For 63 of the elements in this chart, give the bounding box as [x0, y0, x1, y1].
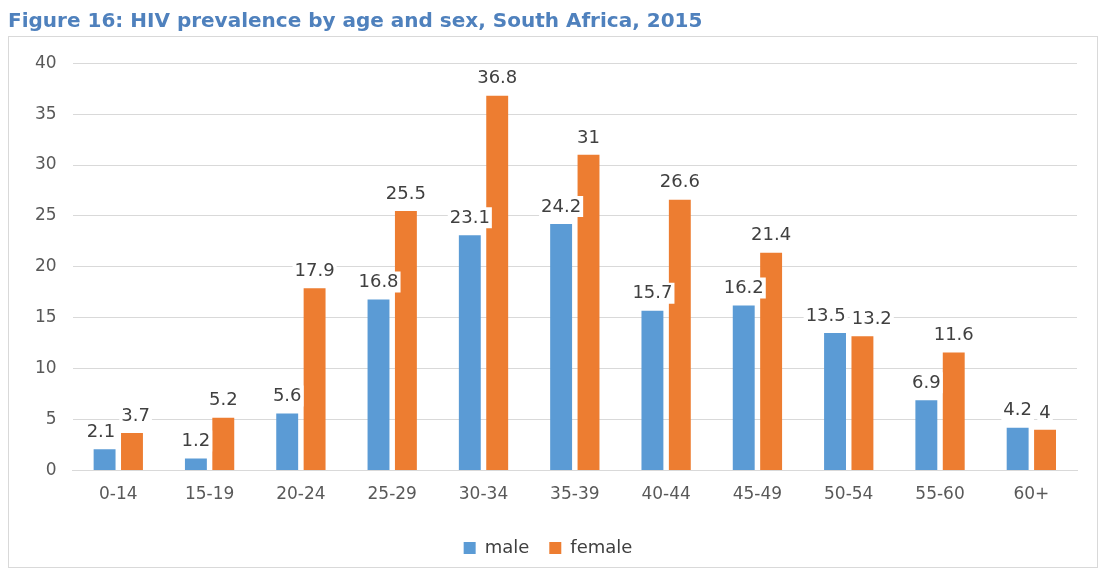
y-tick-label: 0: [45, 459, 57, 480]
y-tick-label: 35: [34, 102, 57, 123]
data-label: 17.9: [294, 258, 335, 280]
y-tick-label: 15: [34, 306, 57, 327]
x-tick-label: 45-49: [732, 483, 783, 504]
x-tick-label: 35-39: [550, 483, 600, 504]
bar: [732, 305, 755, 471]
data-label: 3.7: [121, 403, 150, 425]
bar: [303, 288, 326, 471]
x-tick-label: 20-24: [276, 483, 326, 504]
data-label: 4: [1039, 400, 1051, 422]
x-tick-label: 40-44: [641, 483, 691, 504]
data-label: 5.6: [272, 384, 302, 406]
data-label: 11.6: [933, 323, 974, 345]
data-label: 13.5: [805, 303, 846, 325]
bar: [184, 458, 207, 471]
bar: [121, 432, 143, 471]
data-label: 21.4: [751, 223, 792, 245]
bar: [212, 417, 235, 471]
data-label: 15.7: [632, 281, 673, 303]
bar: [915, 400, 938, 471]
bar: [942, 352, 965, 471]
x-tick-label: 60+: [1013, 483, 1050, 504]
y-tick-label: 20: [34, 255, 57, 276]
data-label: 13.2: [851, 306, 892, 328]
y-tick-label: 10: [34, 357, 57, 378]
y-tick-label: 30: [34, 153, 57, 174]
data-label: 16.8: [358, 270, 399, 292]
data-label: 1.2: [181, 429, 211, 451]
x-tick-label: 55-60: [915, 483, 965, 504]
bar: [641, 310, 664, 471]
data-label: 36.8: [477, 66, 518, 88]
data-label: 31: [577, 125, 600, 147]
x-tick-label: 0-14: [98, 483, 138, 504]
bar: [851, 336, 874, 471]
bar: [1034, 429, 1056, 471]
legend-label: female: [570, 535, 633, 557]
data-label: 26.6: [659, 170, 700, 192]
bar: [550, 224, 573, 471]
x-tick-label: 30-34: [458, 483, 509, 504]
data-label: 2.1: [86, 419, 116, 441]
x-tick-label: 25-29: [367, 483, 417, 504]
x-tick-label: 15-19: [184, 483, 235, 504]
data-label: 25.5: [385, 181, 426, 203]
y-tick-label: 5: [45, 408, 57, 429]
bar: [824, 333, 846, 471]
legend-label: male: [484, 535, 530, 557]
bar: [458, 235, 481, 471]
y-tick-label: 40: [34, 51, 57, 72]
data-label: 5.2: [208, 388, 238, 410]
chart-title: Figure 16: HIV prevalence by age and sex, South Africa, 2015: [8, 8, 704, 32]
y-tick-label: 25: [34, 204, 57, 225]
bar: [367, 299, 390, 471]
bar: [1006, 427, 1029, 471]
bar: [93, 449, 116, 471]
data-label: 23.1: [449, 206, 490, 227]
bar: [760, 252, 783, 471]
data-label: 24.2: [541, 194, 582, 216]
data-label: 4.2: [1003, 398, 1032, 420]
data-label: 6.9: [912, 371, 941, 392]
bar: [276, 413, 299, 471]
data-label: 16.2: [723, 276, 764, 298]
x-tick-label: 50-54: [824, 483, 874, 504]
